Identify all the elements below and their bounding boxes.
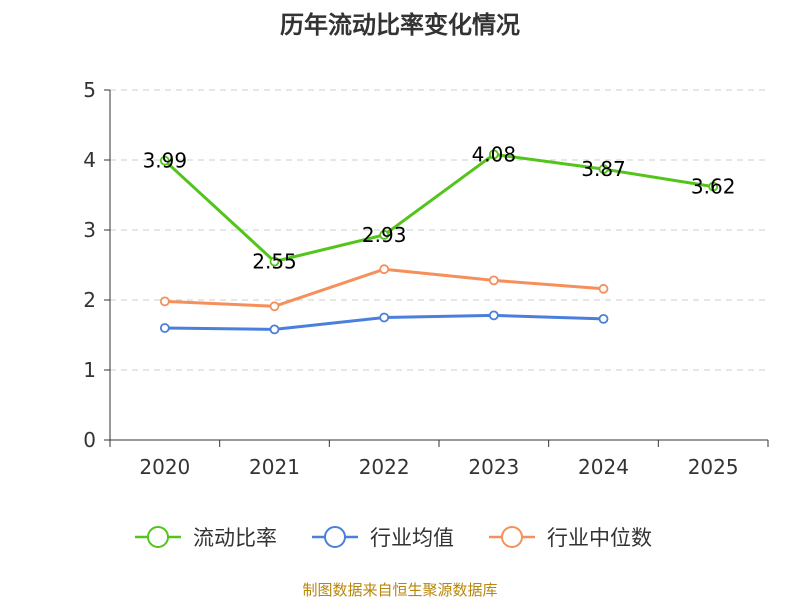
legend-marker xyxy=(324,526,346,548)
data-point-2023 xyxy=(488,275,499,286)
legend-label: 流动比率 xyxy=(193,526,277,550)
data-point-2022 xyxy=(379,229,390,240)
data-point-2024 xyxy=(598,164,609,175)
data-point-2021 xyxy=(269,324,280,335)
data-point-2024 xyxy=(598,283,609,294)
series-行业均值 xyxy=(159,310,609,335)
x-tick-label-2021: 2021 xyxy=(249,455,300,479)
data-point-2021 xyxy=(269,256,280,267)
source-note: 制图数据来自恒生聚源数据库 xyxy=(302,581,497,599)
data-point-2020 xyxy=(159,323,170,333)
data-point-2020 xyxy=(159,155,170,166)
legend-item-行业均值[interactable]: 行业均值 xyxy=(312,526,454,550)
data-point-2022 xyxy=(379,264,390,275)
series-流动比率 xyxy=(159,149,719,267)
legend-label: 行业中位数 xyxy=(547,526,652,550)
data-point-2023 xyxy=(488,149,499,160)
y-tick-label: 1 xyxy=(83,358,96,382)
y-tick-label: 4 xyxy=(83,148,96,172)
data-label-2021: 2.55 xyxy=(252,250,297,274)
data-labels: 3.99 2.55 2.93 4.08 3.87 3.62 xyxy=(143,142,736,273)
legend[interactable]: 流动比率 行业均值 行业中位数 xyxy=(135,526,652,550)
y-tick-label: 3 xyxy=(83,218,96,242)
data-point-2023 xyxy=(488,310,499,321)
legend-item-流动比率[interactable]: 流动比率 xyxy=(135,526,277,550)
x-tick-label-2023: 2023 xyxy=(468,455,519,479)
data-point-2021 xyxy=(269,301,280,312)
axes: 0 1 2 3 4 5 2020 2021 2022 2023 2024 2025 xyxy=(83,78,769,479)
data-label-2022: 2.93 xyxy=(362,223,407,247)
series-line xyxy=(164,267,604,308)
series-line xyxy=(163,152,714,263)
legend-item-行业中位数[interactable]: 行业中位数 xyxy=(489,526,652,550)
series-行业中位数 xyxy=(159,264,609,312)
x-tick-label-2020: 2020 xyxy=(139,455,190,479)
legend-label: 行业均值 xyxy=(370,526,454,550)
legend-marker xyxy=(501,526,523,548)
data-label-2025: 3.62 xyxy=(691,175,736,199)
y-tick-label: 5 xyxy=(83,78,96,102)
data-label-2024: 3.87 xyxy=(581,157,626,181)
data-point-2020 xyxy=(159,296,170,307)
chart-title: 历年流动比率变化情况 xyxy=(280,11,520,39)
y-tick-label: 2 xyxy=(83,288,96,312)
data-point-2024 xyxy=(598,313,609,324)
data-point-2022 xyxy=(379,312,390,323)
series-layer xyxy=(159,149,719,335)
x-tick-label-2022: 2022 xyxy=(359,455,410,479)
x-tick-label-2024: 2024 xyxy=(578,455,629,479)
x-tick-label-2025: 2025 xyxy=(688,455,739,479)
legend-marker xyxy=(147,526,169,548)
y-tick-label: 0 xyxy=(83,428,96,452)
data-label-2020: 3.99 xyxy=(143,149,188,173)
data-point-2025 xyxy=(708,181,719,192)
data-label-2023: 4.08 xyxy=(472,142,517,166)
